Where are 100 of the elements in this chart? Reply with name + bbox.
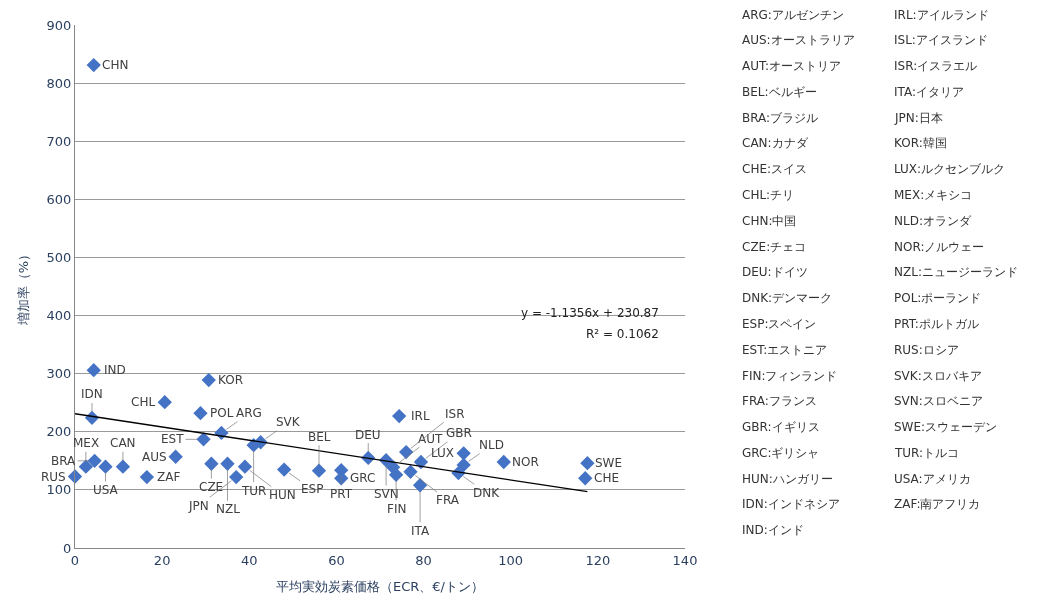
data-label: BEL xyxy=(308,430,331,444)
x-tick-label: 140 xyxy=(672,552,698,568)
data-label: JPN xyxy=(188,499,209,513)
point xyxy=(196,432,211,447)
data-label: ISR xyxy=(445,407,465,421)
point xyxy=(413,454,429,470)
text: CZE:チェコ xyxy=(742,240,807,254)
point xyxy=(168,449,183,464)
text: KOR:韓国 xyxy=(894,136,947,150)
data-label: NLD xyxy=(479,438,504,452)
y-tick-label: 100 xyxy=(46,482,72,498)
point xyxy=(86,363,101,378)
text: CHL:チリ xyxy=(742,188,795,202)
data-label: IRL xyxy=(411,409,430,423)
data-label: PRT xyxy=(330,487,353,501)
x-tick-label: 60 xyxy=(328,552,345,568)
text: SVK:スロバキア xyxy=(894,369,982,383)
y-tick-label: 500 xyxy=(46,249,72,265)
point xyxy=(78,459,94,474)
point xyxy=(403,464,418,480)
point xyxy=(237,459,253,474)
point xyxy=(204,456,219,471)
data-label: EST xyxy=(161,432,185,446)
text: POL:ポーランド xyxy=(894,291,982,305)
data-label: FIN xyxy=(387,502,407,516)
data-label: CHE xyxy=(594,471,619,485)
data-label: ESP xyxy=(301,482,324,496)
text: ISL:アイスランド xyxy=(894,33,988,47)
data-label: GRC xyxy=(350,471,376,485)
data-label: HUN xyxy=(269,488,296,502)
x-tick-label: 20 xyxy=(153,552,171,568)
text: NLD:オランダ xyxy=(894,214,972,228)
data-label: IDN xyxy=(81,387,103,401)
text: PRT:ポルトガル xyxy=(894,317,979,331)
x-tick-label: 40 xyxy=(241,552,258,568)
data-label: NZL xyxy=(216,502,241,516)
data-label: POL xyxy=(210,406,234,420)
point xyxy=(86,57,101,73)
annotation: R² = 0.1062 xyxy=(586,327,659,341)
text: JPN:日本 xyxy=(894,111,943,125)
x-tick-label: 80 xyxy=(415,552,432,568)
text: AUS:オーストラリア xyxy=(742,33,855,47)
data-label: RUS xyxy=(41,470,66,484)
x-axis-title: 平均実効炭素価格（ECR、€/トン） xyxy=(276,579,484,595)
point xyxy=(580,456,595,471)
point xyxy=(496,454,511,470)
text: MEX:メキシコ xyxy=(894,188,973,202)
data-label: TUR xyxy=(241,484,267,498)
text: GRC:ギリシャ xyxy=(742,446,820,460)
data-label: SVK xyxy=(276,415,301,429)
text: DNK:デンマーク xyxy=(742,291,833,305)
point xyxy=(412,478,428,493)
y-axis-title: 増加率（%） xyxy=(15,247,31,327)
text: ZAF:南アフリカ xyxy=(894,497,981,511)
data-label: FRA xyxy=(436,493,460,507)
y-tick-label: 300 xyxy=(46,366,72,382)
text: SWE:スウェーデン xyxy=(894,420,998,434)
data-label: SWE xyxy=(595,456,623,470)
y-tick-label: 600 xyxy=(46,191,72,207)
text: IDN:インドネシア xyxy=(742,497,840,511)
text: CAN:カナダ xyxy=(742,136,809,150)
text: FRA:フランス xyxy=(742,394,817,408)
text: TUR:トルコ xyxy=(894,446,960,460)
point xyxy=(456,446,471,461)
y-tick-label: 400 xyxy=(46,308,72,324)
point xyxy=(115,459,131,474)
y-tick-label: 800 xyxy=(46,75,72,91)
point xyxy=(139,469,155,485)
point xyxy=(98,459,113,474)
text: LUX:ルクセンブルク xyxy=(894,162,1006,176)
text: RUS:ロシア xyxy=(894,343,959,357)
text: IND:インド xyxy=(742,523,804,537)
point xyxy=(388,467,404,482)
data-label: DNK xyxy=(473,486,501,500)
data-label: AUS xyxy=(142,450,167,464)
text: DEU:ドイツ xyxy=(742,265,808,279)
text: EST:エストニア xyxy=(742,343,828,357)
data-label: KOR xyxy=(218,373,243,387)
text: AUT:オーストリア xyxy=(742,59,842,73)
text: NOR:ノルウェー xyxy=(894,240,985,254)
text: HUN:ハンガリー xyxy=(742,472,833,486)
data-label: NOR xyxy=(512,455,539,469)
y-tick-label: 0 xyxy=(63,540,72,556)
text: ARG:アルゼンチン xyxy=(742,8,844,22)
point xyxy=(311,463,327,478)
text: BEL:ベルギー xyxy=(742,85,817,99)
data-label: SVN xyxy=(374,487,399,501)
point xyxy=(220,456,235,471)
point xyxy=(392,408,407,424)
y-tick-label: 900 xyxy=(46,17,72,33)
text: ESP:スペイン xyxy=(742,317,817,331)
point xyxy=(157,394,172,410)
text: USA:アメリカ xyxy=(894,472,971,486)
data-label: AUT xyxy=(418,432,443,446)
annotation: y = -1.1356x + 230.87 xyxy=(521,306,659,320)
point xyxy=(201,372,216,388)
text: ISR:イスラエル xyxy=(894,59,978,73)
text: IRL:アイルランド xyxy=(894,8,989,22)
point xyxy=(87,453,102,468)
data-label: DEU xyxy=(355,428,381,442)
